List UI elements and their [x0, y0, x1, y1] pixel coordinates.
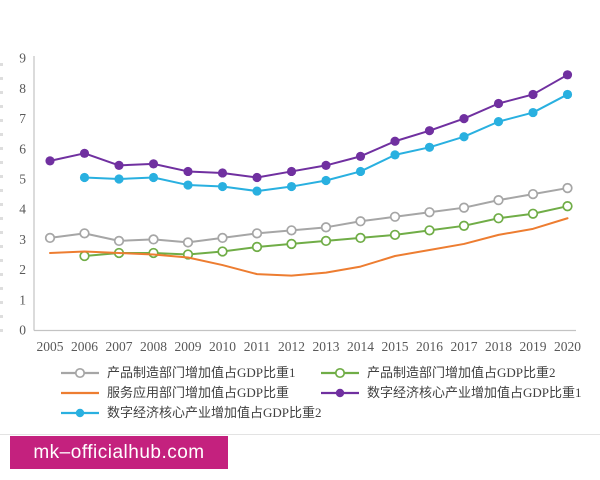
svg-text:2010: 2010 [209, 339, 236, 354]
watermark-badge: mk–officialhub.com [10, 436, 228, 469]
svg-text:2007: 2007 [106, 339, 133, 354]
svg-text:2012: 2012 [278, 339, 305, 354]
svg-text:1: 1 [19, 292, 26, 307]
svg-text:4: 4 [19, 202, 26, 217]
bottom-divider-line [0, 434, 600, 435]
svg-text:2018: 2018 [485, 339, 512, 354]
left-edge-tick-artifact [0, 52, 3, 334]
legend-label: 数字经济核心产业增加值占GDP比重2 [107, 405, 322, 420]
legend-label: 服务应用部门增加值占GDP比重 [107, 385, 290, 400]
svg-text:7: 7 [19, 111, 26, 126]
legend-label: 产品制造部门增加值占GDP比重1 [107, 365, 296, 380]
legend-item-service-share: 服务应用部门增加值占GDP比重 [60, 386, 312, 400]
svg-text:2006: 2006 [71, 339, 98, 354]
svg-text:2013: 2013 [313, 339, 340, 354]
svg-text:2019: 2019 [520, 339, 547, 354]
svg-text:2008: 2008 [140, 339, 167, 354]
svg-text:2015: 2015 [382, 339, 409, 354]
legend-item-manufacturing-share-1: 产品制造部门增加值占GDP比重1 [60, 366, 312, 380]
legend-item-manufacturing-share-2: 产品制造部门增加值占GDP比重2 [320, 366, 582, 380]
svg-text:2009: 2009 [175, 339, 202, 354]
chart-legend: 产品制造部门增加值占GDP比重1 产品制造部门增加值占GDP比重2 服务应用部门… [60, 366, 582, 420]
svg-text:2014: 2014 [347, 339, 374, 354]
svg-text:8: 8 [19, 81, 26, 96]
svg-text:5: 5 [19, 172, 26, 187]
svg-text:2011: 2011 [244, 339, 271, 354]
svg-text:2016: 2016 [416, 339, 443, 354]
green-open-circle-line-icon [320, 367, 360, 379]
blue-filled-circle-line-icon [60, 407, 100, 419]
legend-item-digital-core-share-1: 数字经济核心产业增加值占GDP比重1 [320, 386, 582, 400]
line-chart: 0 1 2 3 4 5 6 7 8 9 2005 2006 2007 2008 2009 2010 2011 20… [19, 51, 581, 354]
svg-text:6: 6 [19, 141, 26, 156]
gray-open-circle-line-icon [60, 367, 100, 379]
svg-text:0: 0 [19, 323, 26, 338]
svg-text:2017: 2017 [451, 339, 478, 354]
purple-filled-circle-line-icon [320, 387, 360, 399]
legend-label: 数字经济核心产业增加值占GDP比重1 [367, 385, 582, 400]
svg-text:2020: 2020 [554, 339, 581, 354]
orange-line-icon [60, 387, 100, 399]
legend-label: 产品制造部门增加值占GDP比重2 [367, 365, 556, 380]
svg-text:9: 9 [19, 51, 26, 66]
legend-item-digital-core-share-2: 数字经济核心产业增加值占GDP比重2 [60, 406, 322, 420]
svg-text:2: 2 [19, 262, 26, 277]
svg-text:3: 3 [19, 232, 26, 247]
watermark-text: mk–officialhub.com [33, 441, 205, 463]
svg-text:2005: 2005 [37, 339, 64, 354]
